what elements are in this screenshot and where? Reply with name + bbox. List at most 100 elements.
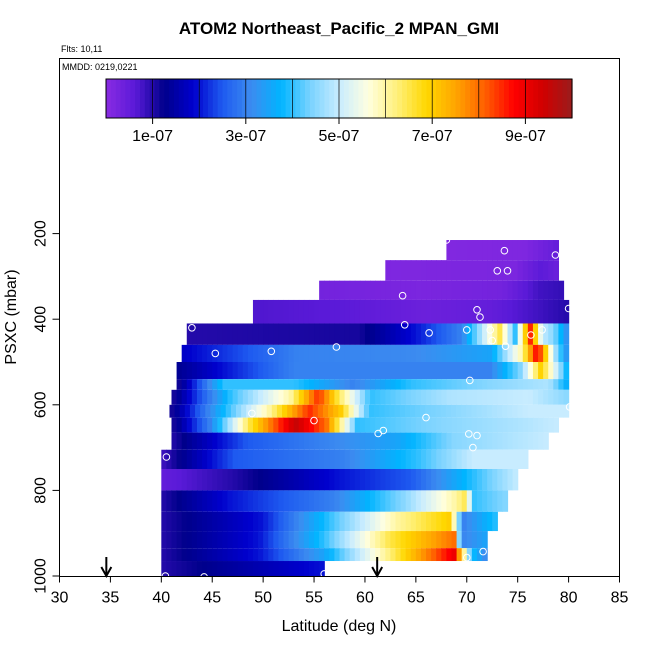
heatmap-cell	[492, 240, 498, 261]
heatmap-cell	[553, 404, 559, 418]
heatmap-cell	[400, 511, 407, 532]
heatmap-cell	[507, 280, 514, 300]
heatmap-cell	[308, 432, 315, 450]
heatmap-cell	[517, 280, 524, 300]
heatmap-cell	[395, 490, 402, 512]
heatmap-cell	[410, 432, 417, 450]
heatmap-cell	[186, 323, 193, 345]
heatmap-cell	[298, 323, 305, 345]
y-tick-label: 1000	[33, 558, 50, 594]
heatmap-cell	[242, 490, 249, 512]
heatmap-cell	[446, 240, 453, 261]
heatmap-cell	[324, 490, 330, 512]
heatmap-cell	[527, 323, 534, 345]
heatmap-cell	[476, 362, 483, 380]
heatmap-cell	[400, 490, 407, 512]
heatmap-cell	[237, 511, 244, 532]
heatmap-cell	[446, 531, 453, 549]
heatmap-cell	[227, 344, 234, 362]
heatmap-cell	[324, 511, 330, 532]
heatmap-cell	[359, 299, 366, 324]
heatmap-cell	[232, 561, 239, 576]
colorbar-cell	[542, 79, 549, 118]
heatmap-cell	[308, 469, 315, 491]
colorbar-cell	[489, 79, 495, 118]
heatmap-cell	[263, 417, 269, 433]
heatmap-cell	[558, 389, 565, 405]
heatmap-cell	[512, 260, 519, 281]
sample-point	[469, 443, 477, 452]
heatmap-cell	[548, 240, 554, 261]
heatmap-cell	[456, 379, 463, 390]
heatmap-cell	[553, 389, 560, 405]
heatmap-cell	[426, 323, 432, 345]
heatmap-cell	[176, 561, 183, 576]
heatmap-cell	[191, 511, 198, 532]
heatmap-cell	[252, 432, 259, 450]
colorbar-cell	[164, 79, 170, 118]
heatmap-cell	[431, 260, 437, 281]
heatmap-cell	[446, 280, 453, 300]
heatmap-cell	[410, 449, 417, 469]
heatmap-cell	[461, 389, 468, 405]
heatmap-cell	[241, 404, 247, 418]
heatmap-cell	[354, 299, 361, 324]
heatmap-cell	[263, 389, 269, 405]
heatmap-cell	[400, 379, 407, 390]
heatmap-cell	[334, 389, 341, 405]
heatmap-cell	[553, 240, 560, 261]
heatmap-cell	[507, 417, 514, 433]
heatmap-cell	[375, 490, 381, 512]
heatmap-cell	[293, 323, 300, 345]
heatmap-cell	[436, 531, 442, 549]
heatmap-cell	[212, 511, 218, 532]
heatmap-cell	[538, 280, 544, 300]
heatmap-cell	[399, 404, 406, 418]
heatmap-cell	[441, 280, 448, 300]
heatmap-cell	[263, 469, 269, 491]
heatmap-cell	[227, 561, 234, 576]
colorbar-cell	[387, 79, 393, 118]
heatmap-cell	[532, 379, 539, 390]
heatmap-cell	[359, 432, 366, 450]
heatmap-cell	[445, 404, 452, 418]
heatmap-cell	[461, 323, 468, 345]
colorbar-cell	[431, 79, 437, 118]
heatmap-cell	[441, 531, 448, 549]
heatmap-cell	[441, 299, 448, 324]
heatmap-cell	[232, 389, 239, 405]
heatmap-cell	[268, 469, 274, 491]
heatmap-band	[161, 449, 529, 469]
sample-point	[527, 331, 535, 339]
heatmap-cell	[200, 404, 206, 418]
heatmap-cell	[349, 469, 356, 491]
heatmap-cell	[451, 469, 458, 491]
heatmap-cell	[358, 404, 365, 418]
heatmap-cell	[502, 240, 509, 261]
heatmap-cell	[329, 280, 336, 300]
heatmap-cell	[385, 449, 392, 469]
colorbar-cell	[402, 79, 408, 118]
heatmap-cell	[385, 417, 392, 433]
heatmap-cell	[196, 511, 203, 532]
heatmap-cell	[288, 389, 295, 405]
heatmap-cell	[431, 280, 437, 300]
heatmap-cell	[179, 404, 186, 418]
heatmap-cell	[497, 417, 504, 433]
heatmap-cell	[436, 469, 442, 491]
heatmap-cell	[339, 490, 346, 512]
heatmap-cell	[466, 323, 473, 345]
heatmap-cell	[476, 280, 483, 300]
heatmap-cell	[405, 389, 412, 405]
heatmap-cell	[171, 432, 178, 450]
heatmap-cell	[196, 417, 203, 433]
sample-point	[422, 413, 430, 422]
heatmap-cell	[436, 432, 442, 450]
heatmap-cell	[354, 362, 361, 380]
heatmap-cell	[461, 531, 468, 549]
heatmap-cell	[344, 469, 351, 491]
heatmap-cell	[543, 379, 549, 390]
heatmap-cell	[235, 404, 242, 418]
heatmap-cell	[380, 531, 386, 549]
heatmap-cell	[273, 511, 280, 532]
